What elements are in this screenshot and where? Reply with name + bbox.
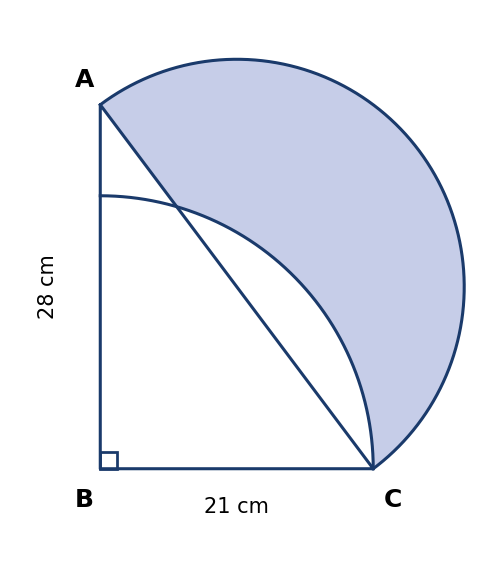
Polygon shape: [100, 196, 373, 469]
Polygon shape: [100, 196, 373, 469]
Bar: [100, 452, 117, 469]
Polygon shape: [100, 59, 464, 469]
Text: C: C: [384, 488, 402, 512]
Text: 28 cm: 28 cm: [38, 255, 58, 319]
Text: B: B: [75, 488, 94, 512]
Text: 21 cm: 21 cm: [204, 497, 269, 517]
Polygon shape: [100, 59, 464, 469]
Text: A: A: [74, 68, 94, 92]
